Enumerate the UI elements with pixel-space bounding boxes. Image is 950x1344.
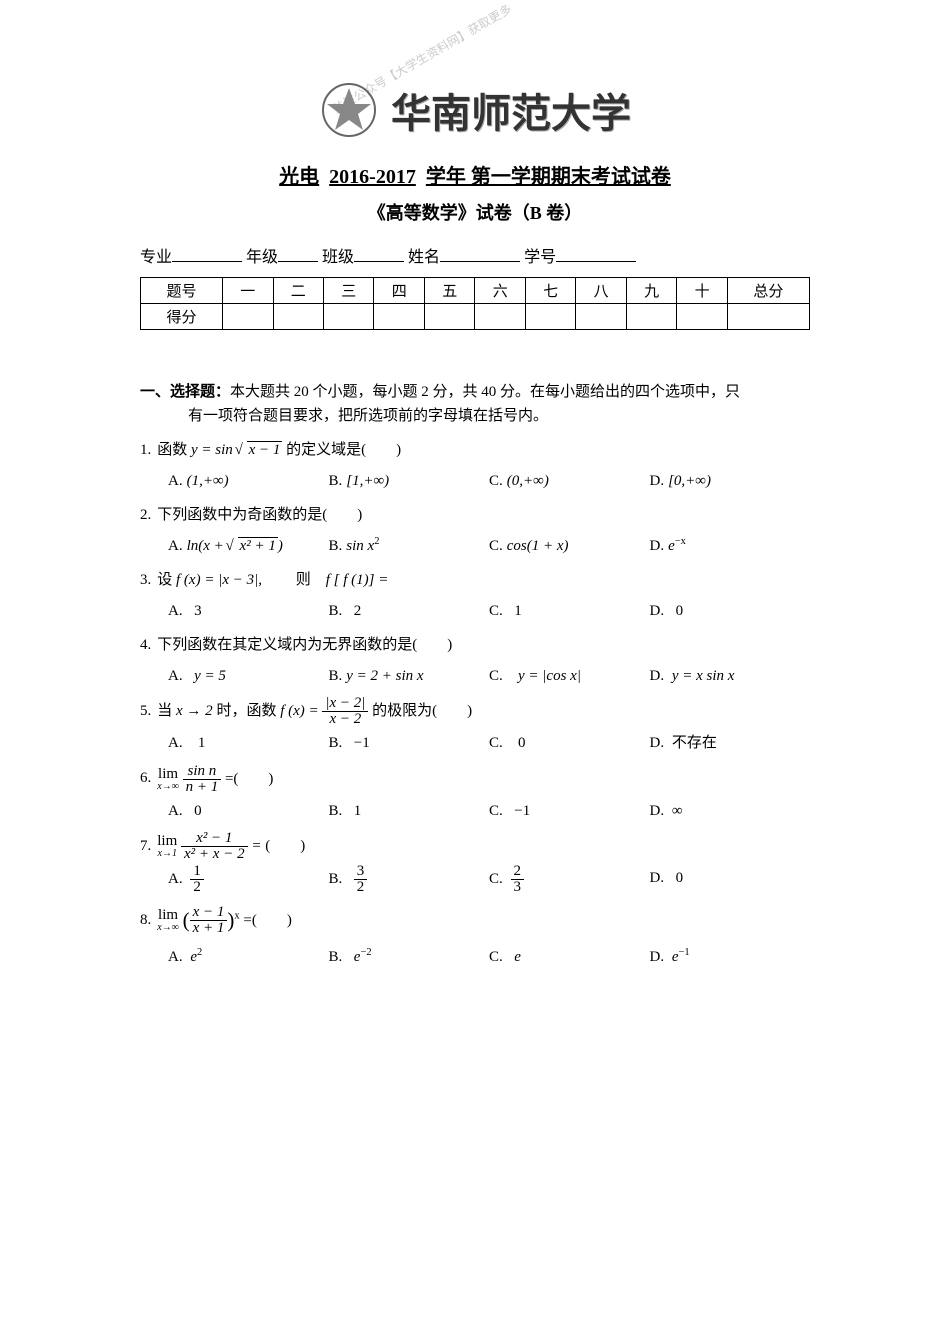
table-row: 得分 <box>141 304 810 330</box>
section-1-title: 一、选择题：本大题共 20 个小题，每小题 2 分，共 40 分。在每小题给出的… <box>140 380 810 428</box>
university-name: 华南师范大学 <box>391 81 631 139</box>
question-8: 8. limx→∞ (x − 1x + 1)x =( ) A. e2 B. e−… <box>140 901 810 971</box>
question-2: 2. 下列函数中为奇函数的是( ) A.ln(x + x² + 1) B.sin… <box>140 501 810 560</box>
header-logo-area: 华南师范大学 <box>140 80 810 140</box>
question-5: 5. 当 x → 2 时，函数 f (x) = |x − 2|x − 2 的极限… <box>140 696 810 758</box>
question-3: 3. 设 f (x) = |x − 3|, 则 f [ f (1)] = A. … <box>140 566 810 625</box>
question-6: 6. limx→∞ sin nn + 1 =( ) A. 0 B. 1 C. −… <box>140 764 810 826</box>
student-info-line: 专业 年级 班级 姓名 学号 <box>140 243 810 267</box>
question-1: 1. 函数 y = sin x − 1 的定义域是( ) A.(1,+∞) B.… <box>140 436 810 495</box>
exam-title: 光电 2016-2017 学年 第一学期期末考试试卷 <box>140 160 810 189</box>
score-table: 题号 一 二 三 四 五 六 七 八 九 十 总分 得分 <box>140 277 810 330</box>
exam-subtitle: 《高等数学》试卷（B 卷） <box>140 199 810 225</box>
university-logo <box>319 80 379 140</box>
table-row: 题号 一 二 三 四 五 六 七 八 九 十 总分 <box>141 278 810 304</box>
question-7: 7. limx→1 x² − 1x² + x − 2 = ( ) A. 12 B… <box>140 831 810 895</box>
question-4: 4. 下列函数在其定义域内为无界函数的是( ) A. y = 5 B.y = 2… <box>140 631 810 690</box>
